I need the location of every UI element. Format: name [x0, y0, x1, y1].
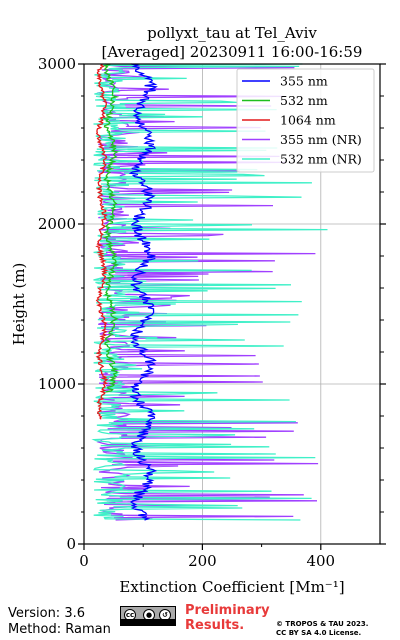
- x-tick-label: 0: [79, 552, 89, 570]
- plot-area: 0 200 400 0 1000 2000 3000: [38, 55, 386, 570]
- series-line-3: [95, 63, 109, 420]
- ticks: 0 200 400 0 1000 2000 3000: [38, 55, 386, 570]
- legend-label-1: 355 nm: [280, 74, 328, 89]
- legend-label-2: 532 nm: [280, 93, 328, 108]
- copyright-notice: © TROPOS & TAU 2023. CC BY SA 4.0 Licens…: [276, 620, 368, 638]
- legend-label-3: 1064 nm: [280, 113, 336, 128]
- license-text: CC BY SA 4.0 License.: [276, 629, 362, 637]
- cc-badge-strip: [121, 619, 175, 625]
- legend-box: [236, 68, 375, 173]
- axes-frame: [83, 63, 381, 545]
- legend-label-5: 532 nm (NR): [280, 152, 362, 167]
- version-info: Version: 3.6 Method: Raman: [8, 606, 111, 638]
- x-tick-label: 200: [188, 552, 217, 570]
- series-line-1: [128, 63, 158, 521]
- series-line-2: [102, 63, 120, 393]
- chart-title-line1: pollyxt_tau at Tel_Aviv: [147, 24, 317, 42]
- y-tick-label: 3000: [38, 55, 76, 73]
- method-text: Method: Raman: [8, 622, 111, 637]
- y-tick-label: 2000: [38, 215, 76, 233]
- chart-title-line2: [Averaged] 20230911 16:00-16:59: [102, 43, 363, 61]
- copyright-text: © TROPOS & TAU 2023.: [276, 620, 369, 628]
- legend: 355 nm 532 nm 1064 nm 355 nm (NR) 532 nm (NR…: [236, 68, 375, 173]
- preliminary-text: Preliminary: [185, 603, 270, 618]
- version-text: Version: 3.6: [8, 606, 85, 621]
- cc-license-badge: cc ● ↺: [120, 606, 176, 626]
- series-line-5: [91, 63, 328, 521]
- results-text: Results.: [185, 618, 245, 633]
- y-tick-label: 0: [66, 535, 76, 553]
- x-tick-label: 400: [306, 552, 335, 570]
- y-tick-label: 1000: [38, 375, 76, 393]
- series-group: [91, 63, 328, 521]
- legend-label-4: 355 nm (NR): [280, 132, 362, 147]
- preliminary-results-notice: Preliminary Results.: [185, 603, 270, 633]
- y-axis-label: Height (m): [10, 263, 28, 346]
- x-axis-label: Extinction Coefficient [Mm⁻¹]: [119, 578, 344, 596]
